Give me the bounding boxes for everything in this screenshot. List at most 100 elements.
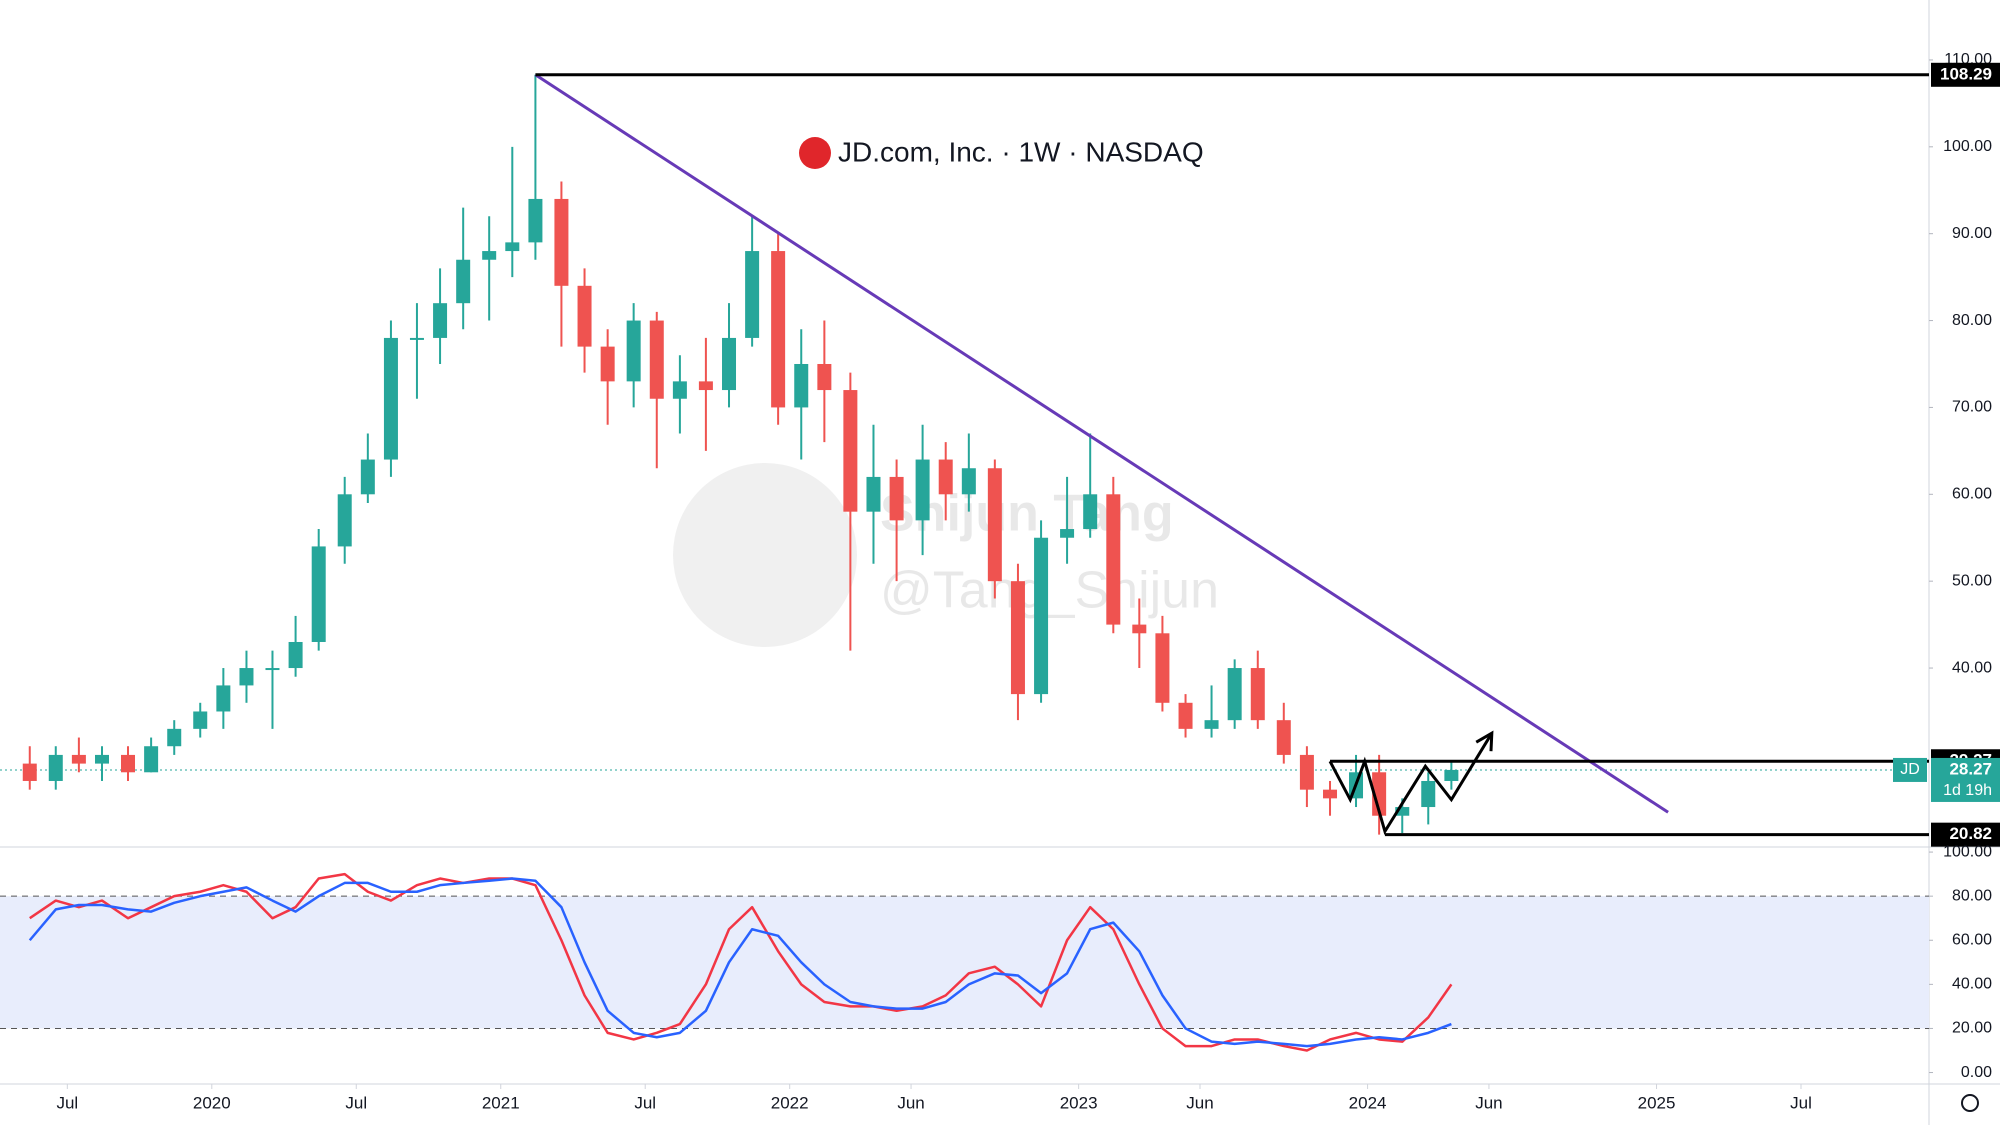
x-tick-label: 2022 — [771, 1093, 809, 1112]
symbol-box — [1893, 757, 1927, 782]
candle-body — [961, 468, 976, 495]
candle-body — [1395, 807, 1410, 816]
y-tick-label: 100.00 — [1943, 843, 1992, 860]
stoch-line — [28, 877, 1452, 1048]
candle-body — [482, 251, 497, 260]
candle-body — [1421, 780, 1436, 808]
pattern-path — [1328, 732, 1494, 836]
candle-body — [1276, 720, 1291, 755]
candle-body — [1132, 624, 1147, 634]
candle-body — [817, 363, 832, 391]
candle-body — [1178, 702, 1193, 729]
candle-body — [649, 320, 664, 399]
candle-body — [600, 346, 615, 382]
candle-body — [987, 468, 1002, 582]
candle-body — [193, 711, 208, 729]
candle-body — [311, 546, 326, 642]
y-tick-label: 0.00 — [1961, 1064, 1992, 1081]
candle-body — [889, 476, 904, 521]
watermark-handle: @Tang_Shijun — [880, 562, 1219, 620]
candle-body — [938, 459, 953, 495]
level-label: 20.82 — [1949, 824, 1992, 843]
x-tick-label: 2024 — [1349, 1093, 1387, 1112]
candle-body — [433, 303, 448, 338]
y-tick-label: 80.00 — [1952, 312, 1992, 329]
x-tick-label: Jul — [1790, 1093, 1812, 1112]
x-tick-label: Jun — [897, 1093, 924, 1112]
candle-body — [167, 728, 182, 747]
candle-body — [577, 285, 592, 347]
y-tick-label: 20.00 — [1952, 1020, 1992, 1037]
candle-body — [265, 668, 280, 671]
settings-icon[interactable] — [1961, 1094, 1979, 1112]
level-label: 108.29 — [1940, 64, 1992, 83]
candle-body — [409, 337, 424, 340]
candle-body — [1204, 720, 1219, 729]
candle-body — [383, 337, 398, 460]
candle-body — [528, 198, 543, 243]
price-box — [1931, 757, 2000, 802]
x-tick-label: 2023 — [1060, 1093, 1098, 1112]
candle-body — [1372, 772, 1387, 816]
candle-body — [745, 251, 760, 338]
candle-body — [1323, 789, 1338, 799]
x-tick-label: Jun — [1186, 1093, 1213, 1112]
candle-body — [71, 754, 86, 764]
candle-body — [22, 763, 37, 781]
candle-body — [216, 685, 231, 712]
x-tick-label: Jul — [56, 1093, 78, 1112]
chart-title: JD.com, Inc. · 1W · NASDAQ — [838, 136, 1204, 167]
candle-body — [626, 320, 641, 382]
candle-body — [672, 381, 687, 399]
trend-line — [534, 73, 1669, 814]
candle-body — [1010, 581, 1025, 695]
y-tick-label: 50.00 — [1952, 572, 1992, 589]
candle-body — [794, 363, 809, 408]
y-tick-label: 100.00 — [1943, 138, 1992, 155]
watermark-avatar — [673, 463, 857, 647]
candle-body — [1444, 769, 1459, 781]
countdown-label: 1d 19h — [1943, 782, 1992, 799]
x-tick-label: Jul — [345, 1093, 367, 1112]
candle-body — [698, 381, 713, 391]
candle-body — [1250, 668, 1265, 721]
candle-body — [554, 198, 569, 286]
candle-body — [48, 754, 63, 781]
candle-body — [505, 242, 520, 252]
candle-body — [288, 641, 303, 669]
x-tick-label: 2020 — [193, 1093, 231, 1112]
candle-body — [1083, 494, 1098, 530]
candle-body — [94, 754, 109, 764]
x-tick-label: 2025 — [1638, 1093, 1676, 1112]
candle-body — [1227, 668, 1242, 721]
stoch-line — [29, 872, 1453, 1052]
x-tick-label: Jul — [634, 1093, 656, 1112]
x-tick-label: Jun — [1475, 1093, 1502, 1112]
symbol-label: JD — [1900, 761, 1920, 778]
candle-body — [1106, 494, 1121, 625]
y-tick-label: 60.00 — [1952, 931, 1992, 948]
candle-body — [1155, 633, 1170, 703]
candle-body — [337, 494, 352, 547]
y-tick-label: 90.00 — [1952, 225, 1992, 242]
band-fill — [0, 896, 1929, 1029]
price-label: 28.27 — [1949, 759, 1992, 778]
arrow-head — [1475, 730, 1494, 752]
candle-body — [360, 459, 375, 495]
candle-body — [915, 459, 930, 521]
candle-body — [866, 476, 881, 512]
y-tick-label: 40.00 — [1952, 659, 1992, 676]
candle-body — [1060, 529, 1075, 538]
y-tick-label: 40.00 — [1952, 976, 1992, 993]
candle-body — [456, 259, 471, 304]
y-tick-label: 80.00 — [1952, 887, 1992, 904]
y-tick-label: 60.00 — [1952, 486, 1992, 503]
candle-body — [121, 754, 136, 773]
candle-body — [771, 251, 786, 408]
logo — [799, 137, 831, 169]
candle-body — [1299, 754, 1314, 790]
level-label-box — [1931, 62, 2000, 87]
candle-body — [843, 390, 858, 512]
